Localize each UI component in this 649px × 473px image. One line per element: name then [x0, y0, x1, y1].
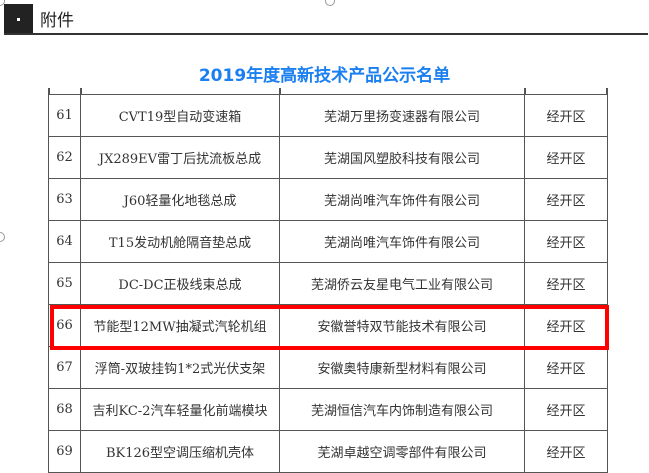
top-handle	[325, 0, 335, 6]
row-number: 62	[48, 136, 81, 179]
product-name: 节能型12MW抽凝式汽轮机组	[80, 304, 280, 347]
zone: 经开区	[524, 262, 608, 305]
zone: 经开区	[524, 178, 608, 221]
zone: 经开区	[524, 94, 608, 137]
zone: 经开区	[524, 430, 608, 473]
product-name: T15发动机舱隔音垫总成	[80, 220, 280, 263]
company-name: 芜湖侨云友星电气工业有限公司	[279, 262, 525, 305]
company-name: 芜湖万里扬变速器有限公司	[279, 94, 525, 137]
company-name: 芜湖尚唯汽车饰件有限公司	[279, 220, 525, 263]
side-handle	[0, 232, 5, 242]
product-table: 61 CVT19型自动变速箱 芜湖万里扬变速器有限公司 经开区 62 JX289EV雷丁后…	[48, 94, 608, 473]
table-row: 61 CVT19型自动变速箱 芜湖万里扬变速器有限公司 经开区	[48, 94, 608, 137]
highlight-box	[50, 305, 609, 350]
row-number: 67	[48, 346, 81, 389]
table-row: 68 吉利KC-2汽车轻量化前端模块 芜湖恒信汽车内饰制造有限公司 经开区	[48, 388, 608, 431]
zone: 经开区	[524, 346, 608, 389]
table-row: 67 浮筒-双玻挂钩1*2式光伏支架 安徽奥特康新型材料有限公司 经开区	[48, 346, 608, 389]
table-row: 64 T15发动机舱隔音垫总成 芜湖尚唯汽车饰件有限公司 经开区	[48, 220, 608, 263]
zone: 经开区	[524, 136, 608, 179]
header-marker-icon	[4, 4, 33, 34]
company-name: 芜湖尚唯汽车饰件有限公司	[279, 178, 525, 221]
header-title: 附件	[40, 11, 74, 31]
document-title: 2019年度高新技术产品公示名单	[198, 66, 451, 86]
product-name: J60轻量化地毯总成	[80, 178, 280, 221]
row-number: 65	[48, 262, 81, 305]
product-name: CVT19型自动变速箱	[80, 94, 280, 137]
company-name: 芜湖卓越空调零部件有限公司	[279, 430, 525, 473]
company-name: 芜湖恒信汽车内饰制造有限公司	[279, 388, 525, 431]
table-row: 63 J60轻量化地毯总成 芜湖尚唯汽车饰件有限公司 经开区	[48, 178, 608, 221]
table-row: 69 BK126型空调压缩机壳体 芜湖卓越空调零部件有限公司 经开区	[48, 430, 608, 473]
table-row: 62 JX289EV雷丁后扰流板总成 芜湖国风塑胶科技有限公司 经开区	[48, 136, 608, 179]
zone: 经开区	[524, 220, 608, 263]
row-number: 64	[48, 220, 81, 263]
row-number: 61	[48, 94, 81, 137]
product-name: DC-DC正极线束总成	[80, 262, 280, 305]
header-divider	[4, 33, 648, 35]
zone: 经开区	[524, 388, 608, 431]
row-number: 69	[48, 430, 81, 473]
row-number: 63	[48, 178, 81, 221]
company-name: 安徽奥特康新型材料有限公司	[279, 346, 525, 389]
row-number: 68	[48, 388, 81, 431]
product-name: 浮筒-双玻挂钩1*2式光伏支架	[80, 346, 280, 389]
table-row: 65 DC-DC正极线束总成 芜湖侨云友星电气工业有限公司 经开区	[48, 262, 608, 305]
zone: 经开区	[524, 304, 608, 347]
product-name: BK126型空调压缩机壳体	[80, 430, 280, 473]
company-name: 芜湖国风塑胶科技有限公司	[279, 136, 525, 179]
product-name: 吉利KC-2汽车轻量化前端模块	[80, 388, 280, 431]
product-name: JX289EV雷丁后扰流板总成	[80, 136, 280, 179]
